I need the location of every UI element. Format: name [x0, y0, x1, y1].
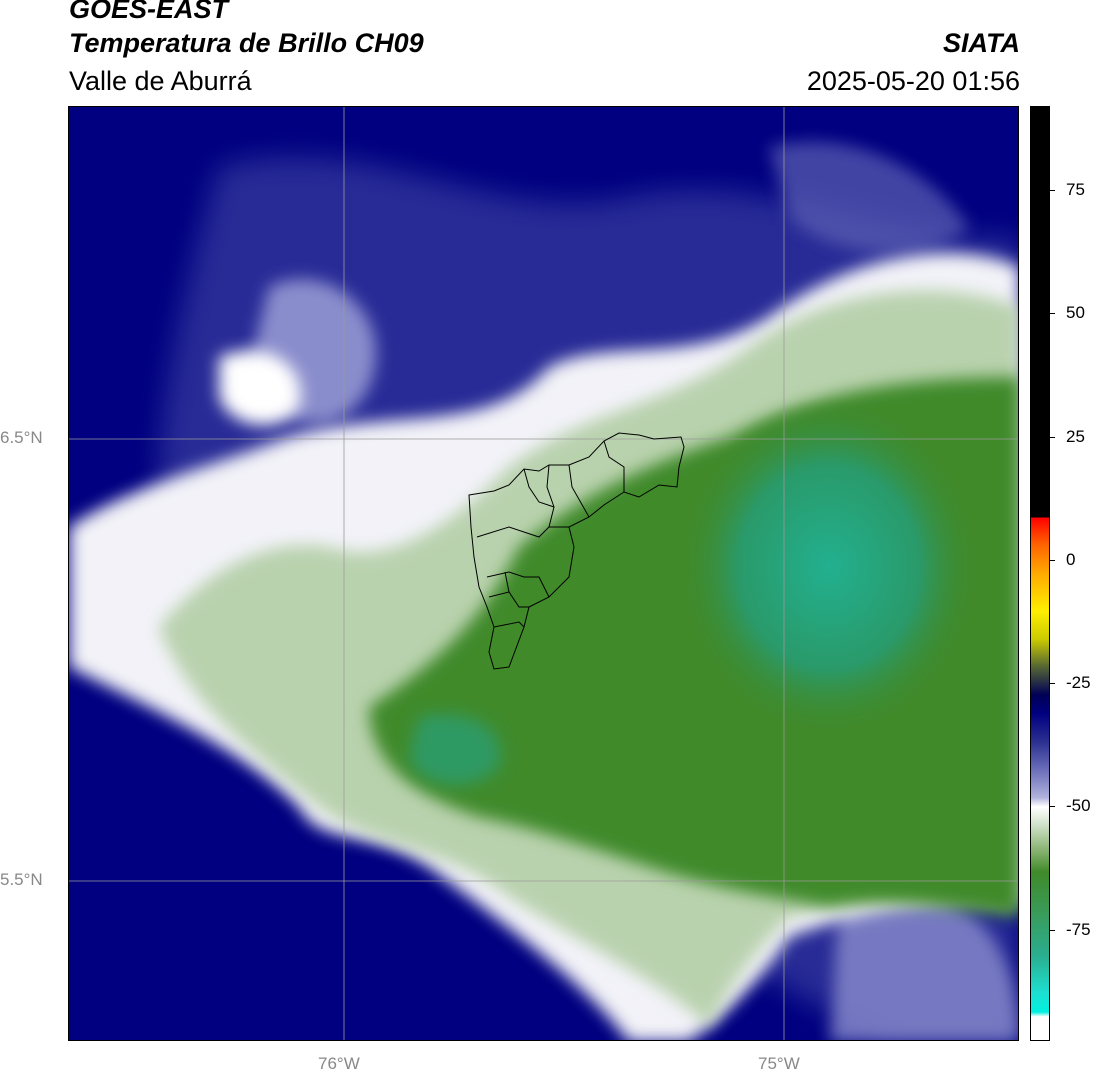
source-label: SIATA [943, 28, 1020, 58]
coldest-cloud-top [679, 397, 979, 737]
lon-label-76: 76°W [318, 1054, 360, 1073]
colorbar-tick-minus-25: -25 [1066, 673, 1091, 692]
lat-label-6-5: 6.5°N [0, 428, 43, 447]
colorbar-tick-25: 25 [1066, 427, 1085, 446]
colorbar-tick-0: 0 [1066, 550, 1076, 569]
colorbar-tick-minus-50: -50 [1066, 796, 1091, 815]
municipality-boundaries [468, 432, 685, 670]
region-label: Valle de Aburrá [69, 66, 252, 96]
datetime-label: 2025-05-20 01:56 [806, 66, 1020, 96]
lon-label-75: 75°W [758, 1054, 800, 1073]
colorbar [1030, 106, 1050, 1041]
title-satellite: GOES-EAST [69, 0, 229, 24]
colorbar-tick-minus-75: -75 [1066, 920, 1091, 939]
map-canvas [69, 107, 1018, 1040]
colorbar-tick-50: 50 [1066, 303, 1085, 322]
lat-label-5-5: 5.5°N [0, 870, 43, 889]
colorbar-tick-75: 75 [1066, 180, 1085, 199]
satellite-map[interactable] [68, 106, 1019, 1041]
title-product: Temperatura de Brillo CH09 [69, 28, 424, 58]
